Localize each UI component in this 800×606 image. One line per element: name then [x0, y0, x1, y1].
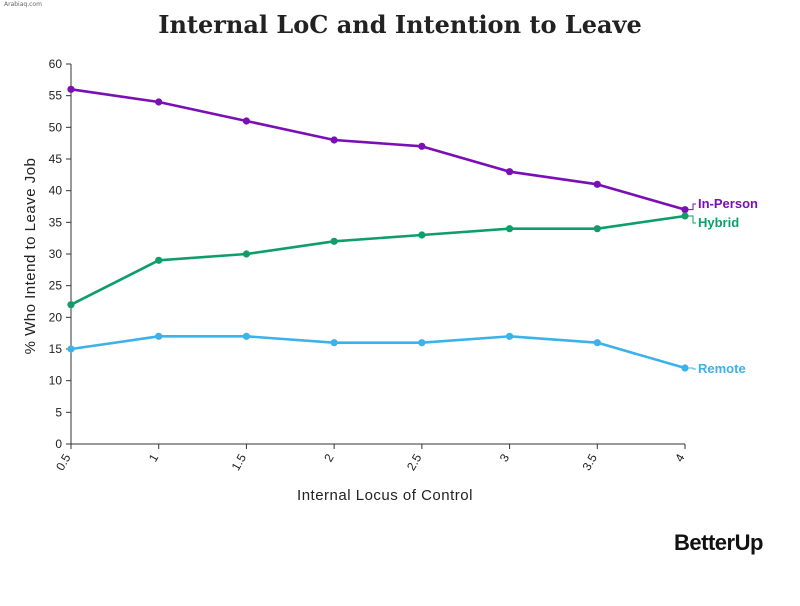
data-point-remote: [505, 332, 514, 340]
x-tick-label: 2.5: [404, 451, 425, 473]
x-tick-label: 0.5: [53, 451, 74, 473]
y-tick-label: 40: [49, 184, 63, 198]
data-point-hybrid: [593, 225, 601, 233]
data-point-in-person: [505, 168, 514, 176]
y-tick-label: 50: [49, 120, 63, 134]
y-tick-label: 5: [55, 405, 62, 419]
y-tick-label: 45: [49, 152, 63, 166]
y-tick-label: 20: [49, 310, 63, 324]
data-point-in-person: [418, 142, 426, 150]
data-point-hybrid: [330, 237, 338, 245]
data-point-remote: [593, 339, 601, 347]
watermark-text: Arabiaq.com: [4, 1, 42, 8]
data-point-in-person: [67, 85, 75, 93]
data-point-remote: [155, 332, 163, 340]
y-tick-label: 25: [49, 279, 63, 293]
data-point-remote: [681, 364, 689, 372]
y-tick-label: 35: [49, 215, 63, 229]
y-tick-label: 15: [49, 342, 63, 356]
y-tick-label: 0: [55, 437, 62, 451]
data-point-hybrid: [242, 250, 251, 258]
x-axis-label: Internal Locus of Control: [297, 487, 473, 504]
x-tick-label: 1.5: [229, 451, 250, 473]
series-label-remote: Remote: [698, 361, 746, 376]
data-point-remote: [67, 345, 75, 353]
data-point-in-person: [330, 136, 338, 144]
chart-title: Internal LoC and Intention to Leave: [158, 10, 642, 39]
y-tick-label: 10: [49, 374, 63, 388]
data-point-in-person: [593, 180, 601, 188]
data-point-hybrid: [155, 256, 163, 264]
data-point-hybrid: [67, 301, 75, 309]
series-label-hybrid: Hybrid: [698, 215, 739, 230]
x-tick-label: 2: [321, 451, 337, 464]
y-axis-label: % Who Intend to Leave Job: [22, 158, 39, 355]
data-point-remote: [242, 332, 251, 340]
x-tick-label: 4: [672, 451, 688, 464]
series-label-in-person: In-Person: [698, 196, 758, 211]
series-label-connector-in-person: [688, 203, 696, 211]
y-tick-label: 55: [49, 89, 63, 103]
series-line-remote: [70, 335, 686, 370]
data-point-hybrid: [681, 212, 689, 220]
x-tick-label: 3.5: [579, 451, 600, 473]
data-point-remote: [418, 339, 426, 347]
series-label-connector-hybrid: [688, 215, 696, 224]
series-line-hybrid: [70, 214, 686, 306]
data-point-in-person: [155, 98, 163, 106]
data-point-remote: [330, 339, 338, 347]
x-tick-label: 1: [146, 451, 162, 464]
data-point-in-person: [242, 117, 251, 125]
brand-logo: BetterUp: [674, 530, 763, 555]
y-tick-label: 60: [49, 57, 63, 71]
series-line-in-person: [70, 88, 686, 211]
y-tick-label: 30: [49, 247, 63, 261]
data-point-in-person: [681, 206, 689, 214]
data-point-hybrid: [418, 231, 426, 239]
x-tick-label: 3: [497, 451, 513, 464]
data-point-hybrid: [505, 225, 514, 233]
series-label-connector-remote: [688, 367, 696, 370]
